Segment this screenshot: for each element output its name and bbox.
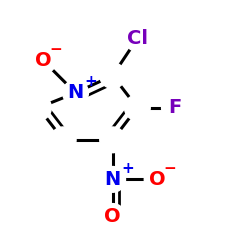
Text: O: O bbox=[104, 207, 121, 226]
Circle shape bbox=[63, 80, 88, 106]
Circle shape bbox=[100, 127, 126, 153]
Circle shape bbox=[124, 95, 150, 120]
Circle shape bbox=[124, 26, 150, 51]
Text: +: + bbox=[84, 74, 97, 89]
Circle shape bbox=[100, 204, 126, 229]
Text: F: F bbox=[168, 98, 181, 117]
Circle shape bbox=[162, 95, 187, 120]
Text: +: + bbox=[121, 161, 134, 176]
Text: Cl: Cl bbox=[127, 29, 148, 48]
Text: N: N bbox=[104, 170, 121, 189]
Text: O: O bbox=[35, 51, 52, 70]
Circle shape bbox=[144, 166, 170, 192]
Text: −: − bbox=[50, 42, 62, 57]
Text: O: O bbox=[149, 170, 166, 189]
Text: N: N bbox=[68, 83, 84, 102]
Circle shape bbox=[100, 63, 126, 88]
Circle shape bbox=[26, 95, 51, 120]
Circle shape bbox=[30, 48, 56, 74]
Text: −: − bbox=[163, 161, 176, 176]
Circle shape bbox=[100, 166, 126, 192]
Circle shape bbox=[50, 127, 76, 153]
